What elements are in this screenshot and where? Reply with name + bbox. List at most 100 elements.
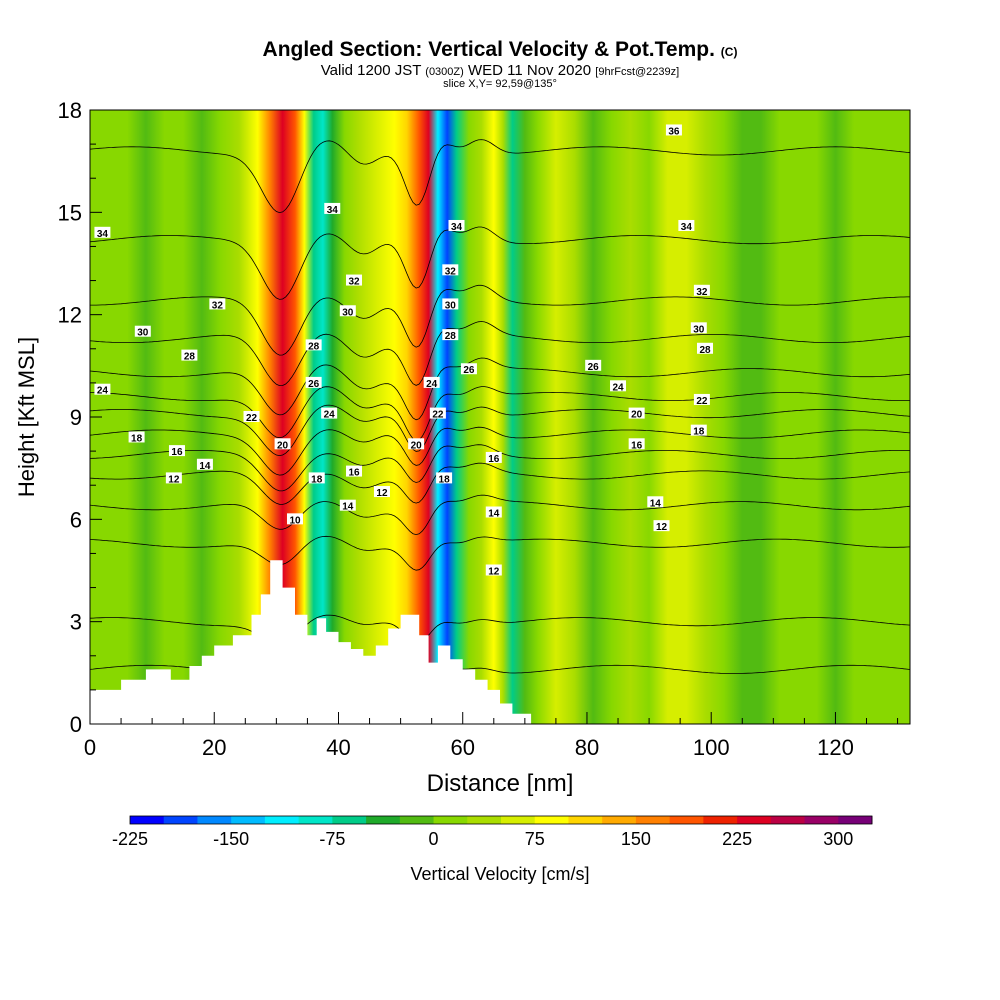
colorbar-swatch <box>231 816 266 824</box>
colorbar-swatch <box>669 816 704 824</box>
terrain <box>90 560 910 724</box>
colorbar: -225 -150 -75 0 75 150 225 300 <box>112 815 873 849</box>
contour-label-bg <box>181 349 198 361</box>
theta-contour-14 <box>90 535 910 571</box>
contour-label: 32 <box>348 277 360 288</box>
contour-label: 20 <box>631 410 643 421</box>
contour-label: 36 <box>668 126 680 137</box>
x-tick-label: 40 <box>326 735 350 760</box>
colorbar-swatch <box>501 816 536 824</box>
x-axis-label: Distance [nm] <box>427 770 574 797</box>
y-tick-label: 6 <box>70 507 82 532</box>
colorbar-swatch <box>130 816 165 824</box>
contour-label-bg <box>697 342 713 354</box>
contour-label-bg <box>442 298 459 310</box>
subtitle-utc: (0300Z) <box>425 66 464 78</box>
colorbar-swatch <box>197 816 232 824</box>
chart-subtitle: Valid 1200 JST (0300Z) WED 11 Nov 2020 [… <box>0 62 1000 79</box>
contour-label-bg <box>610 380 627 392</box>
theta-contour-30 <box>90 321 910 387</box>
contour-label: 12 <box>488 567 500 578</box>
contour-label: 30 <box>445 300 457 311</box>
contour-label-bg <box>436 472 453 484</box>
x-tick-label: 20 <box>202 735 226 760</box>
contour-label-bg <box>429 407 446 419</box>
chart-title: Angled Section: Vertical Velocity & Pot.… <box>0 38 1000 62</box>
contour-label: 32 <box>212 300 224 311</box>
contour-label: 12 <box>376 488 388 499</box>
plot-field: 34 32 30 28 24 22 18 16 14 12 34 32 30 28 26 24 20 18 16 14… <box>90 110 910 724</box>
contour-label-bg <box>423 376 440 388</box>
contour-label-bg <box>460 363 477 375</box>
contour-label: 32 <box>445 266 457 277</box>
contour-label: 12 <box>168 474 180 485</box>
contour-label-bg <box>168 445 185 457</box>
contour-label: 10 <box>289 515 301 526</box>
colorbar-swatch <box>804 816 839 824</box>
contour-label: 18 <box>311 474 323 485</box>
contour-label: 28 <box>308 341 320 352</box>
theta-contour-32 <box>90 284 910 356</box>
contour-label-bg <box>585 359 602 371</box>
contour-label-bg <box>647 496 664 508</box>
contour-label-bg <box>305 339 322 351</box>
contour-label-bg <box>448 219 465 231</box>
contour-label: 22 <box>696 396 708 407</box>
theta-contour-24 <box>90 404 910 457</box>
contour-label: 16 <box>348 468 360 479</box>
theta-contour-36 <box>90 139 910 214</box>
colorbar-swatch <box>737 816 772 824</box>
contour-label-bg <box>196 458 213 470</box>
contour-label-bg <box>287 513 303 525</box>
colorbar-tick-label: 0 <box>429 829 439 849</box>
contour-label-bg <box>653 520 670 532</box>
subtitle-date: WED 11 Nov 2020 <box>467 62 592 79</box>
colorbar-swatch <box>602 816 637 824</box>
contour-label: 16 <box>171 447 183 458</box>
x-tick-label: 80 <box>575 735 599 760</box>
contour-label-bg <box>308 472 325 484</box>
contour-label-bg <box>321 407 338 419</box>
contour-label-bg <box>128 431 145 443</box>
theta-contour-28 <box>90 357 910 421</box>
colorbar-tick-label: -75 <box>319 829 345 849</box>
y-tick-label: 0 <box>70 712 82 737</box>
colorbar-swatch <box>332 816 367 824</box>
contour-label: 24 <box>324 410 336 421</box>
contour-label: 18 <box>693 427 705 438</box>
colorbar-swatch <box>163 816 198 824</box>
contour-label: 24 <box>97 386 109 397</box>
contour-label-bg <box>442 329 459 341</box>
contour-label-bg <box>690 424 707 436</box>
contour-label-bg <box>274 438 291 450</box>
contour-label-bg <box>690 322 707 334</box>
contour-label: 16 <box>631 440 643 451</box>
contour-label: 18 <box>439 474 451 485</box>
contour-label: 14 <box>488 509 500 520</box>
contour-label: 30 <box>693 324 705 335</box>
contour-label-bg <box>339 499 356 511</box>
theta-contour-labels: 34 32 30 28 24 22 18 16 14 12 34 32 30 28 26 24 20 18 16 14… <box>94 124 713 578</box>
contour-label: 30 <box>342 307 354 318</box>
colorbar-label: Vertical Velocity [cm/s] <box>410 864 590 884</box>
colorbar-swatch <box>770 816 806 824</box>
contour-label: 16 <box>488 454 500 465</box>
title-text: Angled Section: Vertical Velocity & Pot.… <box>262 38 715 61</box>
y-tick-label: 15 <box>58 200 82 225</box>
contour-label: 20 <box>277 440 289 451</box>
colorbar-swatch <box>366 816 401 824</box>
contour-label-bg <box>94 383 111 395</box>
contour-label: 26 <box>588 362 600 373</box>
theta-contour-16 <box>90 494 910 536</box>
contour-label-bg <box>209 298 226 310</box>
contour-label: 14 <box>650 498 662 509</box>
theta-contour-34 <box>90 226 910 300</box>
contour-label-bg <box>339 305 356 317</box>
contour-label: 14 <box>342 502 354 513</box>
subtitle-valid: Valid 1200 JST <box>320 62 422 79</box>
contour-label: 32 <box>696 287 708 298</box>
colorbar-tick-label: 150 <box>621 829 651 849</box>
colorbar-tick-label: 75 <box>525 829 545 849</box>
contour-label: 26 <box>463 365 475 376</box>
contour-label-bg <box>305 376 322 388</box>
